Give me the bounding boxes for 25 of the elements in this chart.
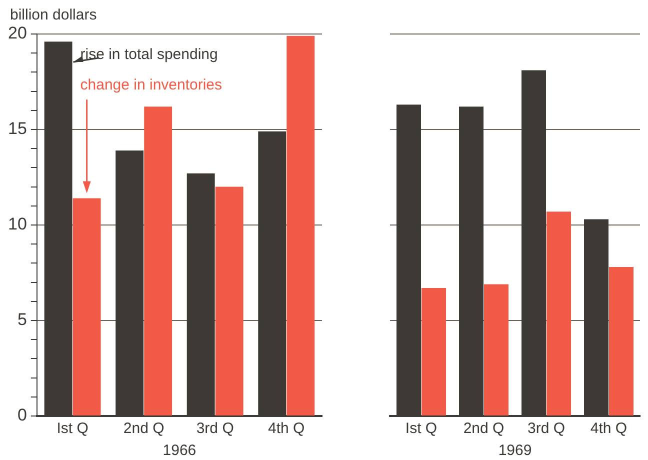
x-tick-label: 4th Q <box>590 420 628 438</box>
series-label: change in inventories <box>80 76 222 94</box>
bar <box>72 198 101 416</box>
x-tick-label: Ist Q <box>56 420 88 438</box>
y-tick-label: 10 <box>8 214 27 234</box>
bar <box>609 267 634 416</box>
bar <box>286 36 315 416</box>
bar <box>422 288 446 416</box>
y-tick-label: 5 <box>17 310 27 330</box>
x-axis-title: 1969 <box>498 442 532 460</box>
x-tick-label: 2nd Q <box>123 420 164 438</box>
x-tick-label: 2nd Q <box>463 420 504 438</box>
bar <box>484 284 508 416</box>
x-tick-label: 3rd Q <box>196 420 234 438</box>
x-tick-label: 4th Q <box>268 420 305 438</box>
x-tick-label: Ist Q <box>405 420 438 438</box>
bar <box>144 106 172 416</box>
y-tick-label: 15 <box>8 119 27 138</box>
y-tick-label: 0 <box>17 406 27 425</box>
x-axis-title: 1966 <box>162 442 196 460</box>
y-axis-title: billion dollars <box>10 6 97 24</box>
y-tick-label: 20 <box>8 24 27 43</box>
bar <box>215 186 244 416</box>
x-tick-label: 3rd Q <box>527 420 566 438</box>
bar <box>546 212 571 416</box>
